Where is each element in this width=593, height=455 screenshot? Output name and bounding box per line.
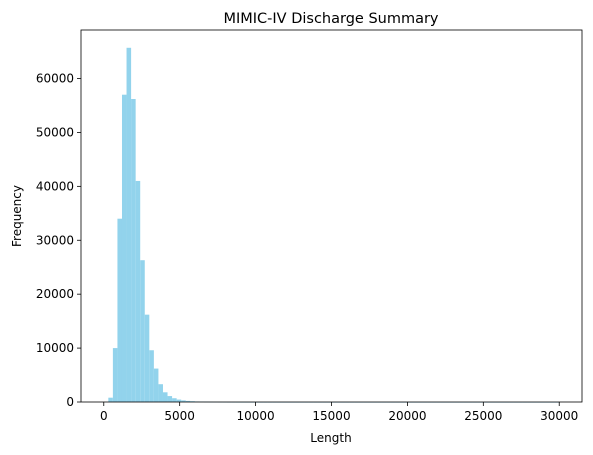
x-axis-label: Length — [310, 431, 351, 445]
histogram-bar — [158, 384, 163, 402]
y-tick-label: 40000 — [36, 179, 74, 193]
y-tick-label: 20000 — [36, 287, 74, 301]
histogram-bar — [149, 350, 154, 402]
histogram-bar — [190, 401, 195, 402]
bars-group — [108, 47, 560, 403]
y-axis: 0 10000 20000 30000 40000 50000 60000 — [36, 72, 81, 409]
y-tick-label: 30000 — [36, 233, 74, 247]
x-tick-label: 15000 — [312, 409, 350, 423]
x-tick-label: 10000 — [236, 409, 274, 423]
y-tick-label: 50000 — [36, 125, 74, 139]
histogram-bar — [135, 180, 141, 402]
histogram-bar — [131, 99, 136, 402]
y-tick-label: 10000 — [36, 341, 74, 355]
y-axis-label: Frequency — [10, 185, 24, 247]
histogram-bar — [181, 400, 186, 402]
histogram-bar — [112, 348, 118, 402]
histogram-bar — [140, 260, 145, 402]
y-tick-label: 0 — [66, 395, 74, 409]
histogram-bar — [167, 396, 173, 402]
histogram-bar — [117, 218, 122, 402]
y-tick-label: 60000 — [36, 72, 74, 86]
histogram-bar — [185, 400, 191, 402]
histogram-bar — [176, 399, 182, 402]
x-axis: 0 5000 10000 15000 20000 25000 30000 — [100, 402, 578, 423]
histogram-bar — [108, 397, 113, 402]
histogram-bar — [172, 398, 177, 402]
histogram-bar — [162, 392, 168, 402]
histogram-bar — [126, 47, 132, 402]
histogram-bar — [144, 314, 150, 402]
x-tick-label: 25000 — [464, 409, 502, 423]
x-tick-label: 30000 — [540, 409, 578, 423]
histogram-bar — [121, 94, 127, 403]
x-tick-label: 5000 — [164, 409, 195, 423]
histogram-bar — [153, 368, 159, 402]
plot-frame — [80, 29, 583, 403]
x-tick-label: 20000 — [388, 409, 426, 423]
x-tick-label: 0 — [100, 409, 108, 423]
chart-title: MIMIC-IV Discharge Summary — [223, 11, 438, 27]
